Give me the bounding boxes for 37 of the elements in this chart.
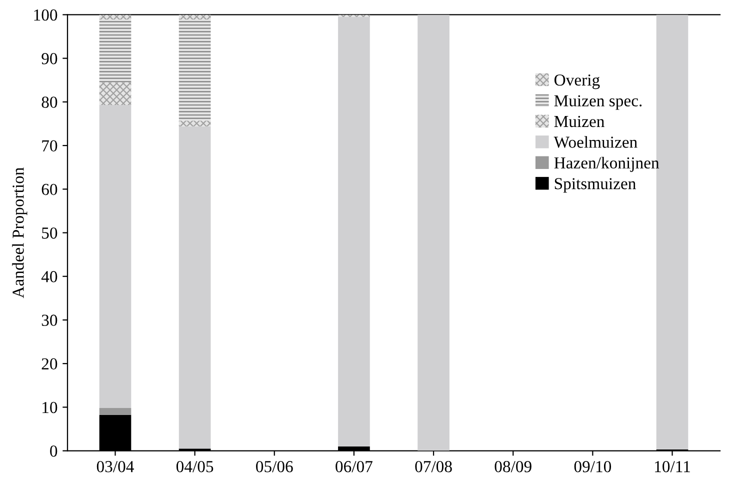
bar xyxy=(418,14,450,451)
legend-label: Muizen xyxy=(554,116,604,128)
y-tick-label: 10 xyxy=(42,402,58,414)
x-tick-label: 03/04 xyxy=(96,461,134,472)
bar xyxy=(178,126,211,449)
y-tick-label: 80 xyxy=(42,96,58,108)
y-tick-label: 60 xyxy=(42,184,58,196)
bar xyxy=(99,104,132,408)
x-tick-label: 08/09 xyxy=(494,461,532,472)
bar xyxy=(99,19,132,82)
x-tick-label: 05/06 xyxy=(256,461,293,472)
y-tick-label: 70 xyxy=(42,140,58,152)
y-tick-label: 0 xyxy=(50,446,58,457)
bar xyxy=(99,14,132,20)
y-axis-title: Aandeel Proportion xyxy=(12,168,28,298)
y-tick-label: 100 xyxy=(34,9,58,21)
bar xyxy=(99,408,132,416)
x-tick-label: 04/05 xyxy=(176,461,214,472)
x-tick-label: 06/07 xyxy=(336,461,372,472)
x-tick-label: 07/08 xyxy=(415,461,452,472)
bar xyxy=(99,82,132,105)
y-tick-label: 50 xyxy=(42,227,58,239)
bar xyxy=(338,16,370,446)
bar xyxy=(178,120,211,126)
legend-label: Woelmuizen xyxy=(554,136,638,148)
y-tick-label: 40 xyxy=(41,271,58,282)
legend-label: Hazen/konijnen xyxy=(554,156,660,172)
x-tick-label: 09/10 xyxy=(574,461,612,472)
bar xyxy=(178,14,211,20)
y-tick-label: 30 xyxy=(42,314,58,326)
y-tick-label: 20 xyxy=(42,358,58,370)
x-tick-label: 10/11 xyxy=(655,461,690,472)
bar xyxy=(178,19,211,121)
legend-label: Spitsmuizen xyxy=(554,178,636,193)
y-tick-label: 90 xyxy=(42,53,58,64)
legend-label: Muizen spec. xyxy=(554,95,642,110)
legend-label: Overig xyxy=(554,74,600,90)
